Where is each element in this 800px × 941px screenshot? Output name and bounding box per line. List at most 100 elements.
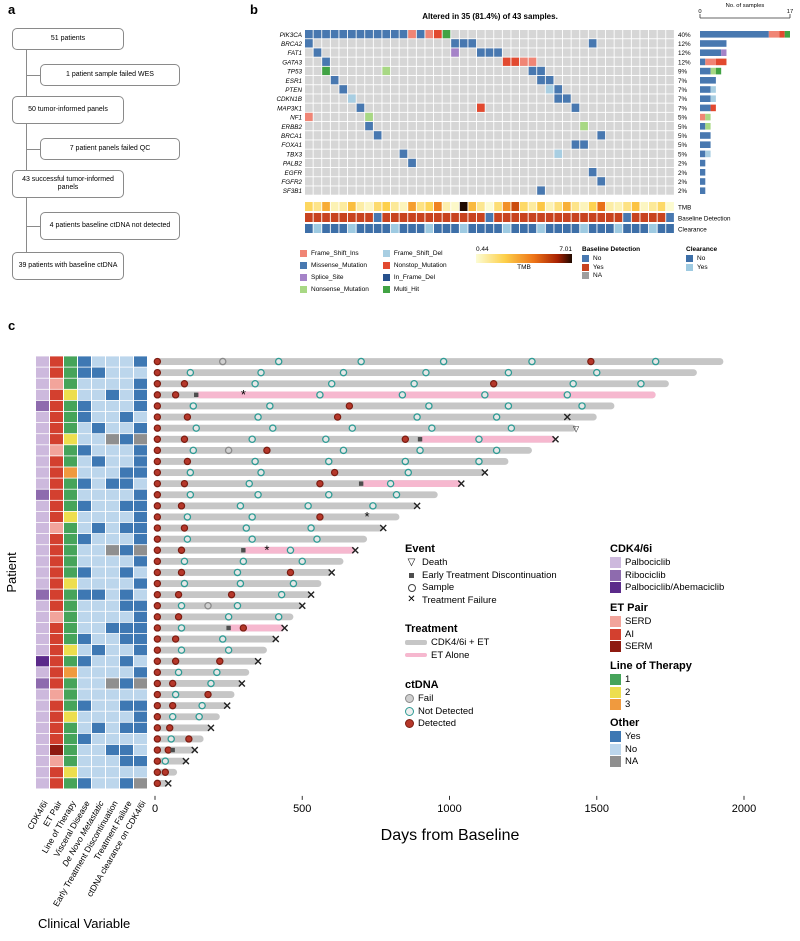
ctdna-not-detected-marker [167, 735, 175, 743]
clinical-cell [106, 567, 119, 578]
annotation-cell [305, 224, 313, 233]
oncoprint-cell [391, 112, 399, 122]
clinical-cell [120, 367, 133, 378]
clinical-cell [106, 423, 119, 434]
clinical-cell [78, 423, 91, 434]
ctdna-detected-marker [164, 746, 172, 754]
ctdna-detected-marker [153, 557, 162, 566]
ctdna-detected-marker [174, 613, 183, 621]
clinical-cell [134, 489, 147, 500]
oncoprint-cell [528, 94, 537, 103]
oncoprint-cell [657, 48, 666, 57]
clinical-cell [64, 600, 77, 611]
oncoprint-cell [305, 140, 313, 149]
oncoprint-cell [339, 177, 348, 186]
color-swatch-icon [610, 699, 621, 710]
ctdna-detected-marker [227, 590, 236, 599]
ctdna-detected-marker [153, 735, 162, 743]
clinical-cell [36, 511, 49, 523]
oncoprint-cell [356, 76, 365, 85]
clinical-cell [120, 478, 133, 489]
ctdna-detected-marker [216, 657, 224, 665]
oncoprint-cell [442, 48, 451, 57]
ctdna-not-detected-marker [492, 413, 501, 421]
oncoprint-cell [623, 140, 631, 149]
mutation-legend-label: Nonstop_Mutation [393, 261, 447, 269]
oncoprint-cell [528, 39, 537, 48]
clinical-cell [92, 545, 105, 556]
oncoprint-cell [459, 112, 468, 122]
annotation-cell [528, 202, 537, 211]
clinical-cell [36, 367, 49, 378]
oncoprint-cell [666, 177, 674, 186]
oncoprint-cell [606, 131, 614, 140]
gene-percent-label: 5% [678, 115, 688, 122]
annotation-cell [537, 224, 545, 233]
oncoprint-cell [416, 39, 425, 48]
oncoprint-cell [554, 103, 563, 112]
ctdna-not-detected-marker [348, 424, 357, 432]
oncoprint-panel: Altered in 35 (81.4%) of 43 samples. PIK… [248, 0, 800, 314]
clinical-cell [36, 722, 49, 733]
et-alone-bar [361, 480, 462, 488]
oncoprint-cell [399, 158, 408, 168]
oncoprint-cell [348, 168, 356, 177]
ctdna-not-detected-marker [236, 579, 245, 588]
ctdna-detected-marker [153, 535, 162, 543]
gene-percent-label: 7% [678, 78, 688, 85]
oncoprint-cell [649, 177, 657, 186]
legend-item: 3 [610, 699, 692, 710]
oncoprint-cell [640, 30, 649, 39]
clinical-cell [36, 522, 49, 534]
oncoprint-cell [563, 85, 571, 94]
ctdna-not-detected-marker [507, 424, 516, 432]
clinical-cell [120, 700, 133, 711]
clinical-cell [120, 411, 133, 423]
annotation-cell [649, 202, 657, 211]
gene-count-bar [768, 31, 780, 38]
gene-count-bar [700, 67, 711, 75]
oncoprint-cell [305, 85, 313, 94]
oncoprint-cell [597, 57, 606, 66]
tmb-scale-title: TMB [517, 264, 531, 271]
treatment-bar [155, 746, 195, 754]
oncoprint-mutation-cell [520, 57, 528, 66]
clinical-cell [50, 378, 63, 389]
oncoprint-cell [451, 140, 459, 149]
oncoprint-mutation-cell [451, 39, 459, 48]
oncoprint-cell [382, 177, 391, 186]
oncoprint-mutation-cell [545, 85, 554, 94]
oncoprint-cell [425, 177, 434, 186]
ctdna-not-detected-marker [481, 391, 489, 399]
oncoprint-cell [468, 103, 477, 112]
oncoprint-cell [502, 39, 511, 48]
legend-label: NA [625, 756, 639, 767]
oncoprint-cell [468, 177, 477, 186]
clinical-cell [106, 378, 119, 389]
oncoprint-cell [588, 66, 597, 76]
ctdna-not-detected-marker [637, 380, 645, 388]
clinical-cell [50, 611, 63, 622]
clinical-cell [78, 400, 91, 412]
oncoprint-cell [416, 76, 425, 85]
clinical-cell [78, 511, 91, 523]
gene-count-bar [700, 40, 727, 47]
ctdna-not-detected-marker [248, 513, 256, 521]
ctdna-detected-marker [171, 635, 180, 643]
oncoprint-cell [640, 186, 649, 195]
clinical-cell [78, 700, 91, 711]
oncoprint-cell [425, 112, 434, 122]
oncoprint-cell [666, 94, 674, 103]
oncoprint-cell [588, 140, 597, 149]
oncoprint-cell [588, 85, 597, 94]
oncoprint-cell [545, 57, 554, 66]
flow-connector-vertical [26, 50, 27, 252]
clinical-cell [92, 389, 105, 400]
treatment-failure-marker [563, 413, 571, 421]
oncoprint-cell [640, 94, 649, 103]
panel-b-label: b [250, 2, 258, 17]
clinical-cell [92, 767, 105, 778]
legend-item: Yes [610, 731, 641, 742]
oncoprint-cell [339, 76, 348, 85]
oncoprint-cell [459, 76, 468, 85]
